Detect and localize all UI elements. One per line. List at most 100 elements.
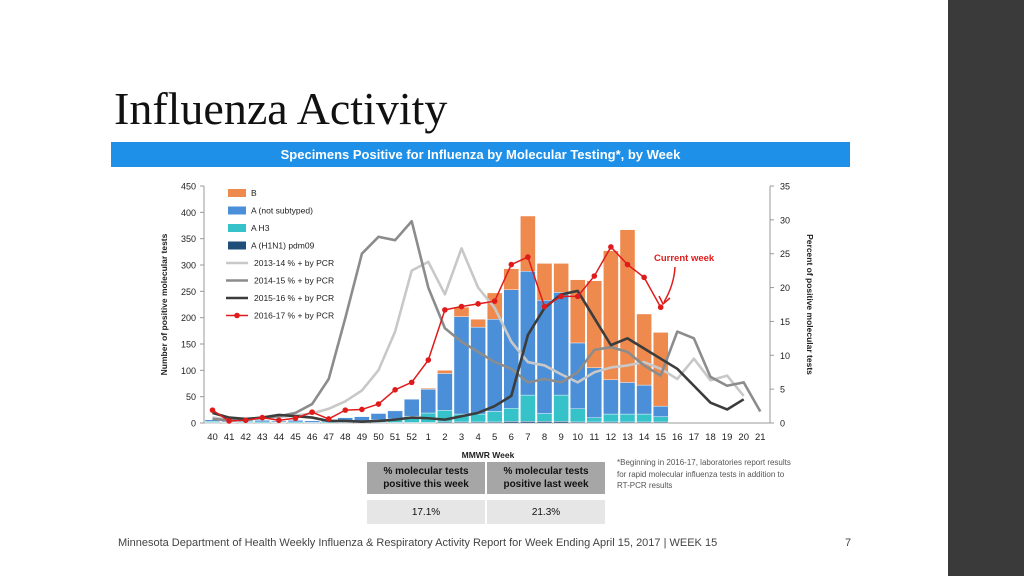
x-tick-label: 48 — [340, 432, 351, 443]
bar-b — [437, 370, 453, 374]
left-tick-label: 350 — [181, 234, 196, 244]
chart-footnote: *Beginning in 2016-17, laboratories repo… — [617, 458, 791, 490]
bar-series — [204, 215, 669, 424]
point-2016-17-by-pcr — [608, 244, 614, 250]
x-tick-label: 17 — [689, 432, 700, 443]
x-tick-label: 44 — [274, 432, 285, 443]
left-tick-label: 400 — [181, 208, 196, 218]
x-tick-label: 51 — [390, 432, 401, 443]
legend-label: 2015-16 % + by PCR — [254, 293, 334, 303]
x-tick-label: 11 — [589, 432, 599, 443]
line-2014-15-by-pcr — [212, 219, 762, 422]
legend-label: 2016-17 % + by PCR — [254, 311, 334, 321]
slide-title: Influenza Activity — [114, 83, 448, 134]
left-tick-label: 0 — [191, 419, 196, 429]
bar-a-h3 — [603, 413, 619, 423]
left-tick-label: 150 — [181, 340, 196, 350]
x-tick-label: 4 — [475, 432, 480, 443]
point-2016-17-by-pcr — [359, 406, 365, 413]
point-2016-17-by-pcr — [226, 418, 232, 424]
stats-value-this-week: 17.1% — [367, 494, 487, 524]
legend-label: A (H1N1) pdm09 — [251, 241, 315, 251]
bar-b — [553, 263, 569, 293]
right-side-bar — [948, 0, 1024, 576]
x-tick-label: 10 — [572, 432, 583, 443]
point-2016-17-by-pcr — [525, 254, 531, 260]
bar-b — [603, 250, 619, 381]
bar-b — [586, 280, 602, 368]
right-axis: 0 5 10 15 20 25 30 35 Percent of positive molecu… — [769, 182, 815, 429]
point-2016-17-by-pcr — [442, 307, 448, 313]
x-tick-label: 46 — [307, 432, 318, 443]
x-tick-label: 6 — [509, 432, 514, 443]
legend-label: B — [251, 188, 257, 198]
legend-swatch — [228, 206, 246, 215]
x-tick-label: 15 — [655, 432, 666, 443]
point-2016-17-by-pcr — [325, 416, 332, 422]
point-2016-17-by-pcr — [375, 401, 382, 407]
point-2016-17-by-pcr — [425, 357, 432, 363]
bar-a-h3 — [653, 416, 669, 423]
x-tick-label: 52 — [406, 432, 417, 443]
legend-swatch — [228, 224, 246, 232]
right-tick-label: 0 — [780, 419, 785, 429]
point-2016-17-by-pcr — [276, 417, 282, 424]
point-2016-17-by-pcr — [541, 303, 548, 310]
point-2016-17-by-pcr — [392, 387, 398, 393]
legend-swatch — [228, 241, 246, 250]
bar-a-not-subtyped — [420, 389, 436, 414]
x-tick-label: 14 — [639, 432, 650, 443]
bar-a-h1n1-pdm09 — [536, 421, 553, 424]
bar-a-h3 — [503, 408, 519, 422]
legend: B A (not subtyped) A H3 A (H1N1) pdm09 2013-… — [226, 188, 334, 321]
bar-a-not-subtyped — [387, 410, 403, 419]
bar-b — [520, 215, 536, 272]
point-2016-17-by-pcr — [309, 409, 315, 415]
bar-b — [619, 229, 636, 383]
footer-source: Minnesota Department of Health Weekly In… — [118, 537, 718, 549]
bar-a-not-subtyped — [470, 326, 486, 415]
point-2016-17-by-pcr — [491, 298, 498, 304]
point-2016-17-by-pcr — [657, 304, 664, 311]
point-2016-17-by-pcr — [342, 407, 349, 413]
point-2016-17-by-pcr — [242, 417, 249, 424]
line-2013-14-by-pcr — [212, 246, 745, 421]
bar-a-h1n1-pdm09 — [503, 421, 519, 424]
right-tick-label: 20 — [780, 283, 790, 293]
bar-a-not-subtyped — [304, 420, 320, 423]
point-2016-17-by-pcr — [475, 301, 481, 307]
left-tick-label: 300 — [181, 261, 196, 271]
line-2016-17-by-pcr — [212, 246, 662, 422]
bar-a-h3 — [570, 408, 586, 423]
x-tick-label: 49 — [357, 432, 368, 443]
x-tick-label: 8 — [542, 432, 547, 443]
left-tick-label: 200 — [181, 313, 196, 323]
bar-a-h1n1-pdm09 — [553, 421, 569, 424]
x-tick-label: 47 — [323, 432, 334, 443]
x-tick-label: 1 — [426, 432, 431, 443]
bar-a-h3 — [536, 413, 553, 422]
left-axis: 0 50 100 150 200 250 300 350 400 450 Number of pos… — [159, 182, 205, 429]
x-tick-label: 41 — [224, 432, 235, 443]
y-axis-label: Number of positive molecular tests — [159, 233, 169, 375]
bar-a-h3 — [553, 394, 569, 422]
bar-a-not-subtyped — [370, 413, 387, 421]
x-tick-label: 19 — [722, 432, 733, 443]
point-2016-17-by-pcr — [641, 274, 647, 281]
bar-a-h3 — [636, 413, 652, 423]
point-2016-17-by-pcr — [408, 379, 415, 386]
bar-a-not-subtyped — [437, 373, 453, 411]
bar-a-h3 — [619, 413, 636, 423]
x-tick-label: 45 — [290, 432, 301, 443]
bar-a-not-subtyped — [404, 399, 420, 417]
bar-a-not-subtyped — [254, 420, 271, 423]
x-tick-label: 3 — [459, 432, 464, 443]
left-tick-label: 250 — [181, 287, 196, 297]
legend-label: A (not subtyped) — [251, 206, 313, 216]
legend-label: 2014-15 % + by PCR — [254, 276, 334, 286]
x-tick-label: 50 — [373, 432, 384, 443]
point-2016-17-by-pcr — [508, 261, 515, 268]
bar-a-h1n1-pdm09 — [520, 421, 536, 424]
stats-header-last-week: % molecular tests positive last week — [486, 462, 607, 497]
x-tick-label: 42 — [240, 432, 251, 443]
